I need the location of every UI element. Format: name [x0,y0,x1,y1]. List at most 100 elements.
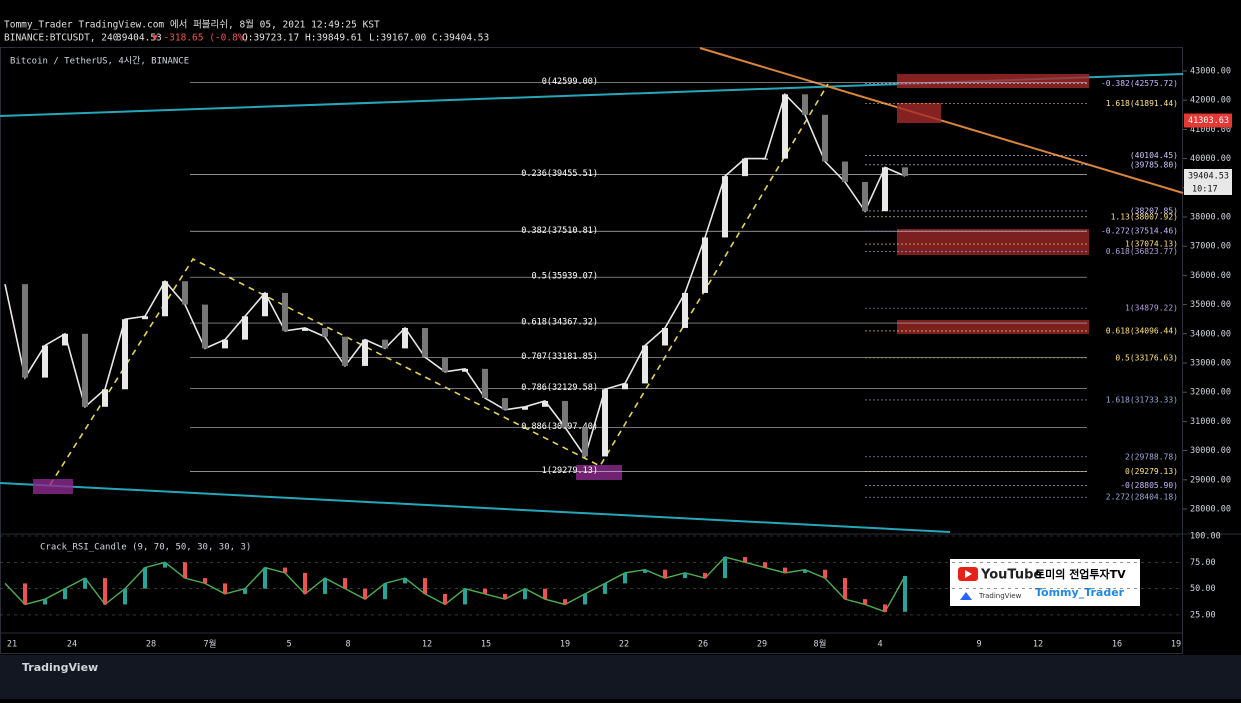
symbol: BINANCE:BTCUSDT, 240 [4,33,119,44]
rsi-candle [863,599,867,605]
rsi-candle [463,588,467,605]
candle [122,319,128,390]
y-tick-label: 38000.00 [1190,213,1231,223]
rsi-candle [383,583,387,600]
rsi-candle [203,578,207,584]
candle [882,167,888,212]
y-tick-label: 36000.00 [1190,271,1231,281]
y-tick-label: 42000.00 [1190,96,1231,106]
candle [62,333,68,346]
x-tick-label: 12 [422,640,432,650]
fib-label: (40104.45) [1130,151,1178,160]
last: 39404.53 [116,33,162,44]
banner-box [950,559,1140,606]
rsi-candle [883,604,887,612]
rsi-candle [643,569,647,573]
candle [522,406,528,410]
rsi-candle [563,599,567,605]
candle [82,333,88,407]
candle [222,339,228,349]
chart-frame [0,47,1183,654]
x-tick-label: 9 [976,640,981,650]
candle [282,292,288,331]
candle [822,114,828,162]
trendline [699,47,1184,194]
footer [0,655,1241,699]
fib-label: 0.886(30797.40) [521,422,598,432]
rsi-candle [523,588,527,600]
rsi-candle [323,578,327,594]
x-tick-label: 8 [345,640,350,650]
price-tag [1184,113,1232,128]
rsi-candle [143,567,147,589]
candle [862,181,868,212]
close: C:39404.53 [432,33,489,44]
candle [542,400,548,407]
x-tick-label: 28 [146,640,156,650]
fib-label: 1(34879.22) [1125,304,1178,313]
rsi-candle [723,557,727,579]
rsi-candle [363,588,367,600]
fib-label: -0(28805.90) [1120,481,1178,490]
zigzag [49,83,829,486]
rsi-candle [763,562,767,568]
fib-label: 0.618(34096.44) [1106,326,1178,335]
rsi-candle [43,599,47,605]
rsi-candle [243,588,247,594]
fib-label: 1.618(31733.33) [1106,395,1178,404]
y-tick-label: 40000.00 [1190,154,1231,164]
fib-label: 0.786(32129.58) [521,383,598,393]
x-tick-label: 12 [1033,640,1043,650]
fib-label: -0.272(37514.46) [1101,227,1178,236]
rsi-candle [903,576,907,612]
candle [722,176,728,238]
candle [802,94,808,115]
candle [142,316,148,320]
rsi-candle [803,569,807,573]
candle [202,304,208,349]
x-tick-label: 19 [560,640,570,650]
fib-label: 2.272(28404.18) [1106,493,1178,502]
change: ▼ -318.65 (-0.8%) [152,33,249,44]
fib-label: 0.5(33176.63) [1115,353,1178,362]
candle [602,389,608,457]
fib-label: (39785.80) [1130,160,1178,169]
candle [162,281,168,317]
candle [742,158,748,177]
rsi-candle [183,562,187,579]
y-tick-label: 29000.00 [1190,475,1231,485]
y-tick-label: 30000.00 [1190,446,1231,456]
candle [242,316,248,340]
y-tick-label: 32000.00 [1190,388,1231,398]
rsi-candle [283,567,287,573]
rsi-tick-label: 100.00 [1190,532,1221,542]
candle [342,336,348,366]
rsi-candle [503,593,507,600]
fib-label: 0.618(34367.32) [521,318,598,328]
rsi-candle [123,588,127,605]
zone [897,103,941,123]
candle [102,389,108,407]
rsi-line [4,556,906,613]
candle [462,368,468,372]
high: H:39849.61 [305,33,362,44]
price-tag-label: 39404.53 [1188,171,1229,181]
candle [622,383,628,390]
x-tick-label: 16 [1112,640,1122,650]
fib-label: (38207.85) [1130,206,1178,215]
publisher: Tommy_Trader TradingView.com 에서 퍼블리쉬, 8월… [4,19,380,31]
channel: 토미의 전업투자TV [1035,567,1126,581]
fib-label: 0.382(37510.81) [521,226,598,236]
x-tick-label: 24 [67,640,77,650]
x-tick-label: 5 [286,640,291,650]
rsi-candle [343,578,347,589]
fib-label: 2(29788.78) [1125,452,1178,461]
rsi-candle [823,569,827,579]
candle [702,237,708,293]
rsi-candle [263,567,267,589]
y-tick-label: 43000.00 [1190,67,1231,77]
rsi-tick-label: 75.00 [1190,558,1216,568]
candle [362,339,368,366]
candle [682,292,688,328]
candle [762,158,768,160]
